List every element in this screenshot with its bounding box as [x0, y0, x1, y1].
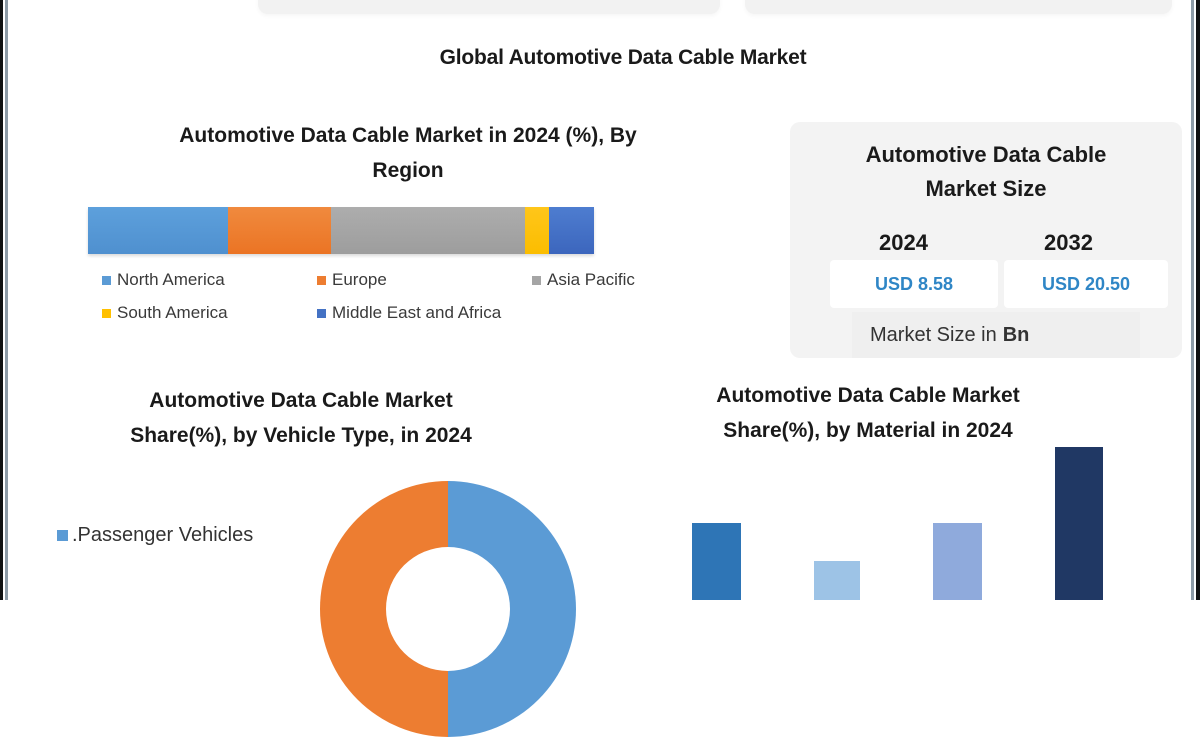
bar-segment-south-america — [525, 207, 549, 254]
value-start: USD 8.58 — [830, 260, 998, 308]
value-end: USD 20.50 — [1004, 260, 1168, 308]
legend-europe: Europe — [317, 270, 387, 290]
frame-inner-border-left — [5, 0, 8, 600]
frame-border-left — [0, 0, 3, 600]
bar-segment-europe — [228, 207, 331, 254]
material-chart-title: Automotive Data Cable Market Share(%), b… — [668, 378, 1068, 448]
legend-swatch-icon — [317, 308, 326, 318]
market-size-unit: Market Size in Bn — [852, 312, 1140, 358]
legend-middle-east-africa: Middle East and Africa — [317, 303, 501, 323]
material-bar-3 — [933, 523, 982, 600]
market-size-title: Automotive Data Cable Market Size — [790, 138, 1182, 206]
legend-label: North America — [117, 270, 225, 289]
material-bar-1 — [692, 523, 741, 600]
legend-swatch-icon — [57, 530, 68, 541]
bar-segment-north-america — [88, 207, 228, 254]
legend-swatch-icon — [532, 275, 541, 285]
year-start: 2024 — [879, 230, 928, 255]
region-chart-title: Automotive Data Cable Market in 2024 (%)… — [108, 118, 708, 188]
legend-asia-pacific: Asia Pacific — [532, 270, 635, 290]
material-chart-title-line2: Share(%), by Material in 2024 — [723, 419, 1013, 442]
legend-label: Europe — [332, 270, 387, 289]
top-card-right — [745, 0, 1172, 14]
vehicle-chart-title-line2: Share(%), by Vehicle Type, in 2024 — [130, 424, 472, 447]
donut-hole — [386, 547, 510, 671]
legend-passenger-vehicles: .Passenger Vehicles — [57, 524, 253, 547]
material-chart-title-line1: Automotive Data Cable Market — [716, 384, 1020, 407]
frame-border-right — [1196, 0, 1200, 600]
region-chart-title-line1: Automotive Data Cable Market in 2024 (%)… — [179, 124, 637, 147]
legend-label: .Passenger Vehicles — [72, 524, 254, 546]
year-end: 2032 — [1044, 230, 1093, 255]
top-card-left — [258, 0, 720, 14]
material-bar-4 — [1055, 447, 1103, 600]
legend-north-america: North America — [102, 270, 225, 290]
legend-swatch-icon — [102, 275, 111, 285]
bar-segment-asia-pacific — [331, 207, 525, 254]
legend-swatch-icon — [317, 275, 326, 285]
unit-prefix: Market Size in — [870, 323, 997, 346]
unit-bold: Bn — [1002, 323, 1030, 346]
legend-swatch-icon — [102, 308, 111, 318]
bar-segment-middle-east-africa — [549, 207, 594, 254]
legend-label: Asia Pacific — [547, 270, 635, 289]
frame-inner-border-right — [1191, 0, 1194, 600]
legend-label: Middle East and Africa — [332, 303, 502, 322]
vehicle-chart-title-line1: Automotive Data Cable Market — [149, 389, 453, 412]
region-chart-title-line2: Region — [372, 159, 444, 182]
vehicle-chart-title: Automotive Data Cable Market Share(%), b… — [76, 383, 526, 453]
page-title: Global Automotive Data Cable Market — [439, 46, 807, 69]
material-bar-2 — [814, 561, 860, 600]
legend-label: South America — [117, 303, 228, 322]
market-size-title-line1: Automotive Data Cable — [865, 142, 1107, 167]
region-stacked-bar — [88, 207, 594, 254]
legend-south-america: South America — [102, 303, 228, 323]
market-size-title-line2: Market Size — [925, 176, 1047, 201]
market-size-card: Automotive Data Cable Market Size 2024 2… — [790, 122, 1182, 358]
